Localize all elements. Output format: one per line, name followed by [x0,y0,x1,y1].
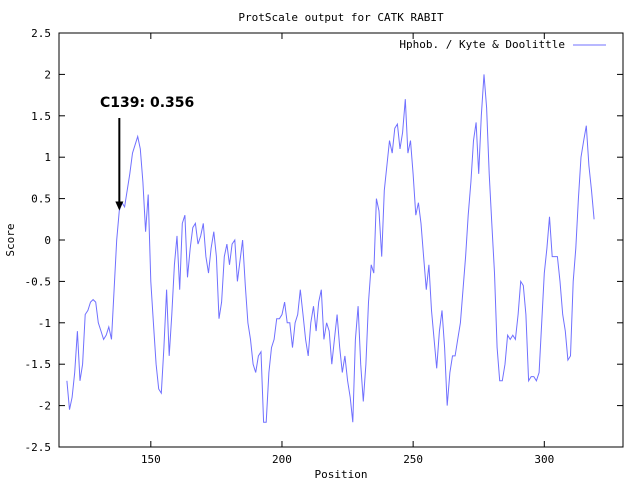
x-tick-label: 300 [534,453,554,466]
y-tick-label: -2 [38,400,51,413]
y-tick-label: 2.5 [31,27,51,40]
y-tick-label: 1.5 [31,110,51,123]
y-axis-title: Score [4,223,17,256]
legend-label: Hphob. / Kyte & Doolittle [399,38,565,51]
annotation-label: C139: 0.356 [100,95,194,111]
x-tick-label: 250 [403,453,423,466]
annotation: C139: 0.356 [100,95,194,211]
series-line-hydrophobicity [66,74,595,423]
y-tick-label: -2.5 [25,441,52,454]
y-tick-label: 2 [44,68,51,81]
annotation-arrow-head [115,201,124,211]
y-tick-label: -1.5 [25,358,52,371]
x-axis-title: Position [315,468,368,481]
y-tick-label: 0.5 [31,193,51,206]
y-axis: -2.5 -2 -1.5 -1 -0.5 0 0.5 1 1.5 2 2.5 [25,27,623,454]
x-axis: 150 200 250 300 [141,33,554,466]
y-tick-label: 1 [44,151,51,164]
x-tick-label: 200 [272,453,292,466]
y-tick-label: -1 [38,317,51,330]
x-tick-label: 150 [141,453,161,466]
y-tick-label: 0 [44,234,51,247]
chart-title: ProtScale output for CATK RABIT [238,11,444,24]
y-tick-label: -0.5 [25,275,52,288]
legend: Hphob. / Kyte & Doolittle [399,38,606,51]
